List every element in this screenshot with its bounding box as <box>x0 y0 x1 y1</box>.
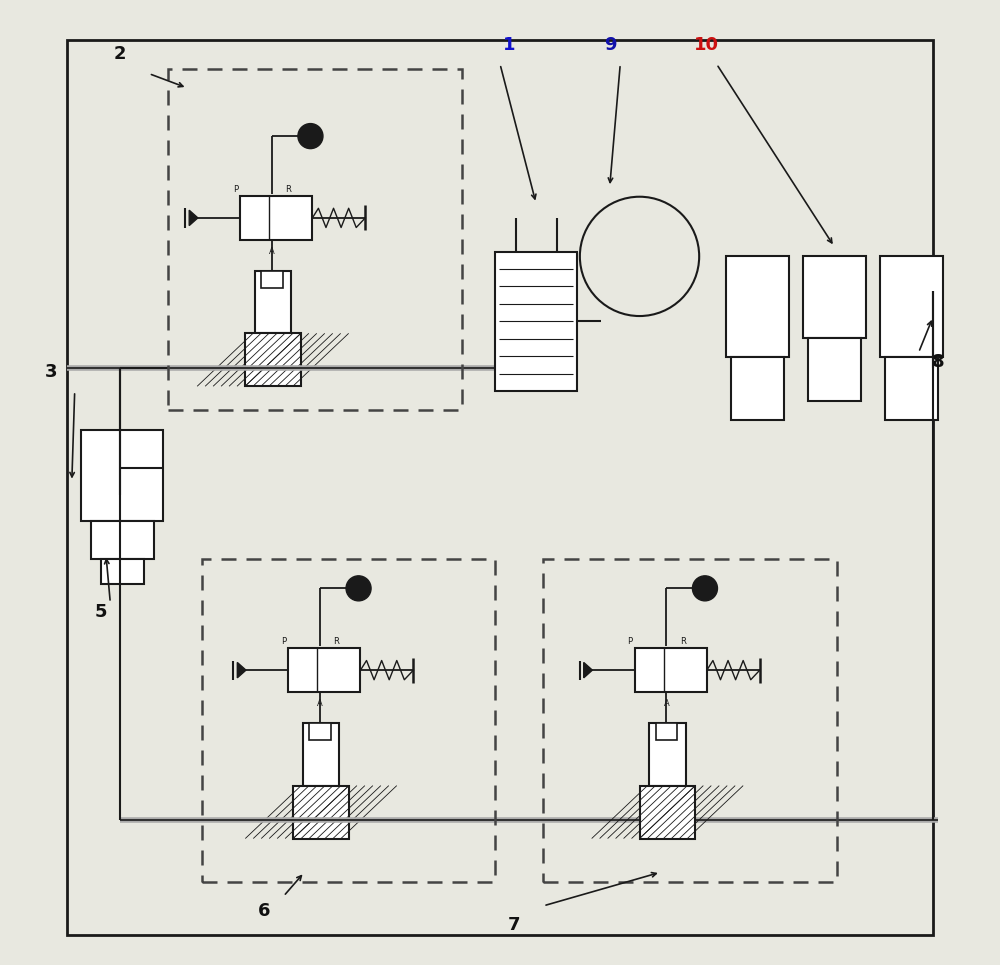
Text: P: P <box>233 184 238 194</box>
Text: 6: 6 <box>258 901 271 920</box>
Bar <box>880 257 943 357</box>
Bar <box>81 429 163 521</box>
Text: 3: 3 <box>44 363 57 381</box>
Bar <box>261 271 283 289</box>
Bar <box>293 786 349 839</box>
Bar <box>168 69 462 410</box>
Text: A: A <box>664 700 669 708</box>
Bar <box>649 723 686 786</box>
Bar <box>731 357 784 420</box>
Text: 10: 10 <box>694 36 719 54</box>
Bar <box>288 648 360 692</box>
Bar <box>255 271 291 333</box>
Text: R: R <box>285 184 291 194</box>
Bar <box>245 333 301 386</box>
Bar <box>808 338 861 400</box>
Bar <box>885 357 938 420</box>
Bar <box>803 257 866 338</box>
Bar <box>543 560 837 882</box>
Circle shape <box>298 124 323 149</box>
Text: A: A <box>317 700 323 708</box>
Polygon shape <box>237 662 246 677</box>
Text: R: R <box>680 637 686 646</box>
Bar <box>726 257 789 357</box>
Bar <box>240 196 312 239</box>
Polygon shape <box>189 210 198 226</box>
Text: A: A <box>269 247 275 256</box>
Bar <box>309 723 331 740</box>
Text: P: P <box>281 637 286 646</box>
Bar <box>101 560 144 584</box>
Bar <box>656 723 677 740</box>
Bar <box>495 252 577 391</box>
Bar <box>635 648 707 692</box>
Text: P: P <box>627 637 632 646</box>
Bar <box>202 560 495 882</box>
Bar <box>303 723 339 786</box>
Text: 5: 5 <box>94 603 107 621</box>
Text: 8: 8 <box>931 353 944 372</box>
Circle shape <box>692 576 717 601</box>
Text: 1: 1 <box>503 36 516 54</box>
Text: 9: 9 <box>604 36 617 54</box>
Polygon shape <box>584 662 592 677</box>
Bar <box>91 521 154 560</box>
Text: 2: 2 <box>114 45 126 64</box>
Circle shape <box>346 576 371 601</box>
Text: R: R <box>333 637 339 646</box>
Bar <box>640 786 695 839</box>
Text: 7: 7 <box>508 916 521 934</box>
